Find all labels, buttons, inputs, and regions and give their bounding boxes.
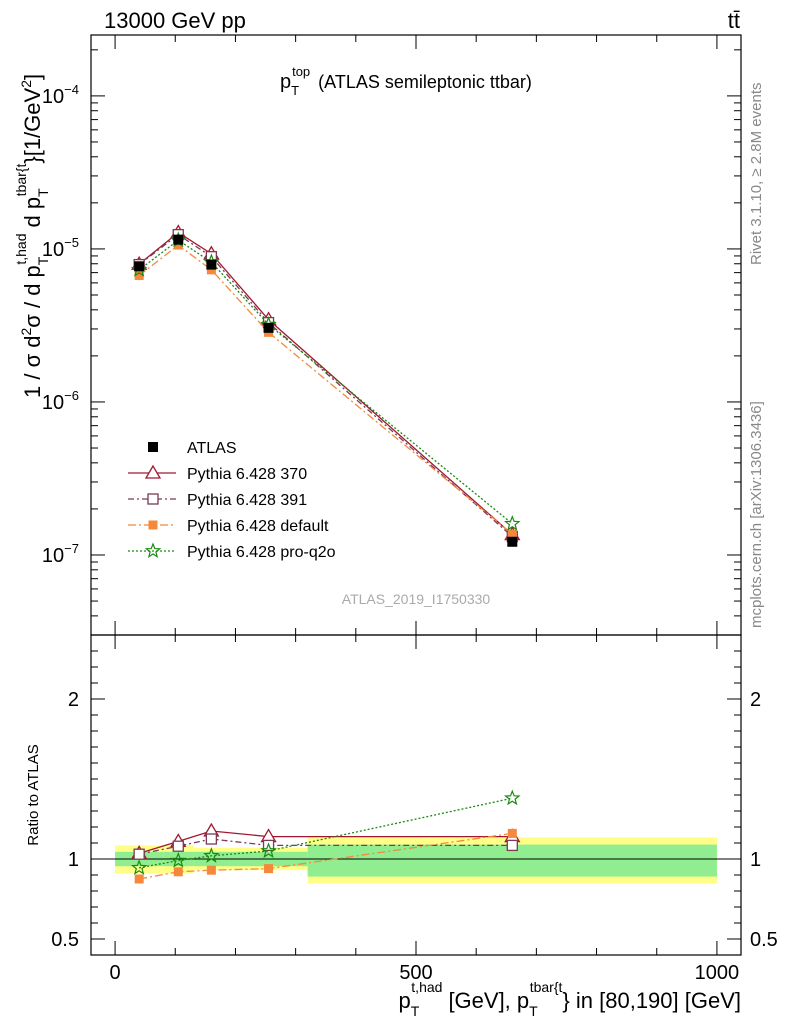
header-left: 13000 GeV pp: [104, 8, 246, 33]
data-point: [507, 536, 518, 547]
ratio-y-axis-label: Ratio to ATLAS: [25, 744, 42, 845]
legend-marker: [148, 520, 158, 530]
legend-label: Pythia 6.428 pro-q2o: [187, 544, 336, 561]
y-tick-label: 10−4: [42, 82, 79, 108]
data-point: [263, 322, 274, 333]
ratio-y-tick-label: 0.5: [51, 929, 79, 951]
ratio-series-point: [206, 865, 216, 875]
ratio-series-layer: [130, 789, 521, 884]
series-point: [507, 529, 517, 539]
x-tick-label: 500: [399, 962, 432, 984]
x-tick-label: 0: [110, 962, 121, 984]
series-line: [138, 244, 513, 535]
series-point: [130, 261, 148, 277]
data-point: [173, 234, 184, 245]
mcplots-label: mcplots.cern.ch [arXiv:1306.3436]: [748, 401, 765, 628]
axes-layer: 0 500 1000 10−7 10−6 10−5 10−4 0.5 0.5 1 1 2 2: [42, 35, 778, 984]
legend-label: Pythia 6.428 391: [187, 492, 307, 509]
legend-marker: [147, 493, 159, 505]
main-series-layer: [130, 224, 521, 547]
plot-title: pTtop(ATLAS semileptonic ttbar): [280, 64, 532, 98]
ratio-series-point: [172, 840, 184, 852]
ratio-series-point: [260, 842, 277, 859]
series-point: [206, 265, 216, 275]
analysis-watermark: ATLAS_2019_I1750330: [342, 591, 491, 607]
series-point: [134, 271, 144, 281]
ratio-series-point: [503, 789, 521, 806]
y-tick-label: 10−6: [42, 388, 79, 414]
ratio-y-tick-label-right: 0.5: [750, 929, 778, 951]
ratio-y-tick-label: 1: [68, 849, 79, 871]
header-right: tt̄: [728, 8, 740, 33]
ratio-series-point: [264, 864, 274, 874]
rivet-label: Rivet 3.1.10, ≥ 2.8M events: [748, 83, 765, 266]
x-tick-label: 1000: [695, 962, 740, 984]
ratio-plot-frame: [90, 634, 742, 956]
ratio-series-point: [506, 839, 518, 852]
x-axis-label: pTt,had[GeV], pTtbar{t} in [80,190] [GeV…: [398, 979, 741, 1019]
legend-label: Pythia 6.428 370: [187, 466, 307, 483]
ratio-series-point: [130, 859, 148, 875]
legend-marker: [144, 464, 162, 479]
ratio-series-point: [173, 867, 183, 877]
legend: ATLAS Pythia 6.428 370 Pythia 6.428 391 Pyt…: [128, 440, 336, 561]
legend-label: ATLAS: [187, 440, 237, 457]
legend-label: Pythia 6.428 default: [187, 518, 329, 535]
ratio-series-line: [139, 797, 513, 869]
ratio-error-bands: [91, 837, 741, 883]
data-point: [134, 261, 145, 272]
ratio-series-point: [203, 847, 220, 863]
ratio-series-point: [507, 828, 517, 838]
data-point: [206, 259, 217, 270]
y-tick-label: 10−5: [42, 235, 79, 261]
legend-marker: [144, 542, 162, 559]
ratio-series-point: [134, 874, 144, 884]
ratio-y-tick-label-right: 2: [750, 689, 761, 711]
y-tick-label: 10−7: [42, 541, 79, 567]
series-line: [138, 231, 513, 536]
ratio-series-line: [139, 832, 513, 880]
legend-marker: [148, 442, 158, 452]
y-axis-label: 1 / σ d2σ / d pTt,hadd pTtbar{t}[1/GeV2]: [13, 74, 51, 398]
series-point: [504, 515, 521, 531]
ratio-series-point: [133, 848, 145, 860]
ratio-series-point: [169, 851, 187, 868]
series-point: [173, 240, 183, 250]
ratio-y-tick-label-right: 1: [750, 849, 761, 871]
ratio-series-point: [205, 833, 218, 845]
ratio-y-tick-label: 2: [68, 689, 79, 711]
